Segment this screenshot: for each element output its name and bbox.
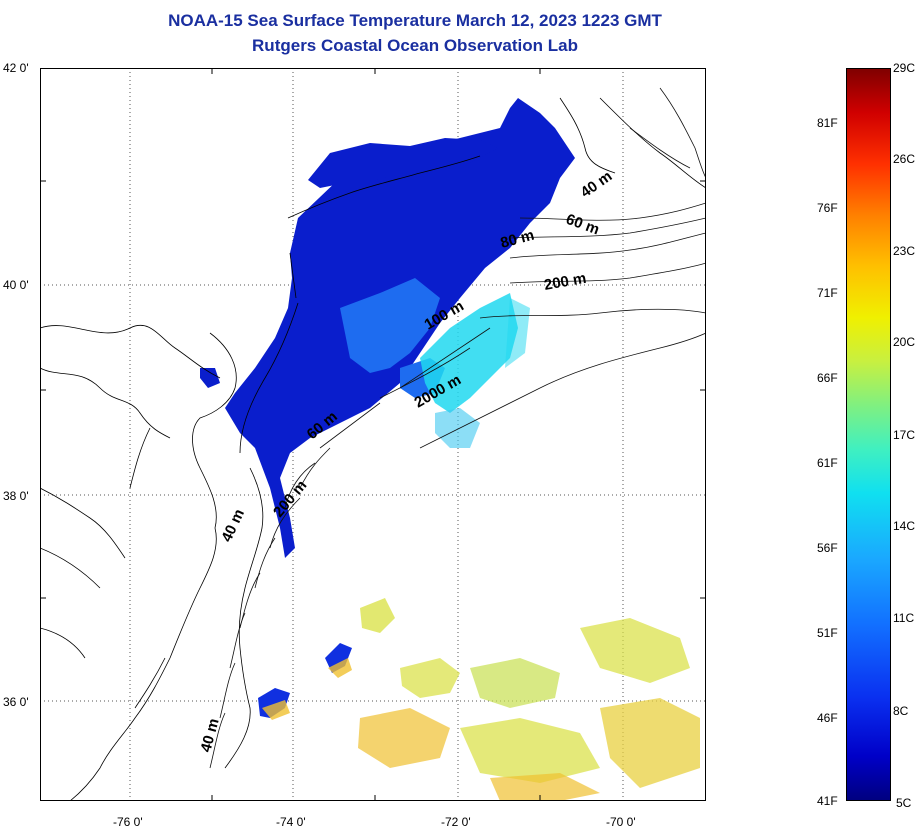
colorbar-f-label: 46F — [817, 711, 838, 725]
contour-label: 40 m — [197, 717, 222, 754]
colorbar-c-label: 14C — [893, 519, 916, 533]
colorbar-c-label: 23C — [893, 244, 916, 258]
coastline — [40, 97, 706, 801]
y-tick-label: 40 0' — [3, 278, 29, 292]
colorbar-f-label: 76F — [817, 201, 838, 215]
x-tick-label: -76 0' — [113, 815, 143, 829]
map-subtitle: Rutgers Coastal Ocean Observation Lab — [252, 36, 578, 55]
map-title: NOAA-15 Sea Surface Temperature March 12… — [168, 11, 662, 30]
colorbar-c-label: 20C — [893, 335, 916, 349]
contour-label: 40 m — [218, 507, 248, 545]
colorbar-c-label: 5C — [896, 796, 912, 810]
colorbar-f-label: 41F — [817, 794, 838, 808]
contour-label: 60 m — [564, 211, 602, 239]
colorbar-f-label: 66F — [817, 371, 838, 385]
sst-map[interactable]: 40 m 60 m 80 m 200 m 100 m 2000 m 60 m 2… — [40, 68, 706, 801]
colorbar-c-label: 29C — [893, 61, 916, 75]
y-tick-label: 38 0' — [3, 489, 29, 503]
colorbar-f-label: 56F — [817, 541, 838, 555]
x-tick-label: -70 0' — [606, 815, 636, 829]
sst-warm-water — [262, 598, 700, 801]
temperature-colorbar — [846, 68, 891, 801]
colorbar-c-label: 26C — [893, 152, 916, 166]
x-tick-label: -74 0' — [276, 815, 306, 829]
colorbar-f-label: 61F — [817, 456, 838, 470]
contour-label: 40 m — [578, 168, 616, 202]
colorbar-f-label: 81F — [817, 116, 838, 130]
bathymetry-contours — [209, 87, 706, 769]
x-tick-label: -72 0' — [441, 815, 471, 829]
colorbar-f-label: 51F — [817, 626, 838, 640]
colorbar-f-label: 71F — [817, 286, 838, 300]
contour-label: 200 m — [543, 270, 588, 294]
colorbar-c-label: 11C — [893, 611, 915, 625]
y-tick-label: 42 0' — [3, 61, 29, 75]
colorbar-c-label: 17C — [893, 428, 916, 442]
y-tick-label: 36 0' — [3, 695, 29, 709]
colorbar-c-label: 8C — [893, 704, 909, 718]
